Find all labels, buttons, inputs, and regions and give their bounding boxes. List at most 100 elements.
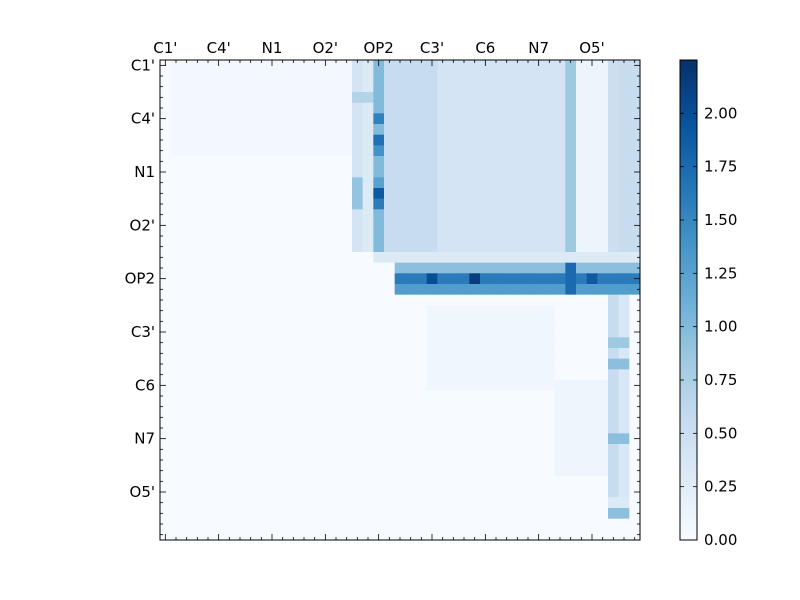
heatmap-cell — [245, 81, 257, 93]
heatmap-cell — [576, 156, 587, 167]
heatmap-cell — [597, 380, 609, 391]
heatmap-cell — [309, 273, 321, 285]
heatmap-cell — [373, 188, 385, 199]
heatmap-cell — [554, 326, 566, 338]
heatmap-cell — [213, 113, 225, 125]
heatmap-cell — [266, 262, 278, 274]
heatmap-cell — [309, 102, 321, 114]
heatmap-cell — [234, 92, 246, 103]
heatmap-cell — [597, 326, 609, 338]
heatmap-cell — [309, 476, 321, 487]
heatmap-cell — [458, 369, 470, 381]
heatmap-cell — [426, 262, 438, 274]
heatmap-cell — [522, 113, 534, 125]
heatmap-cell — [320, 337, 331, 349]
heatmap-cell — [170, 476, 182, 487]
heatmap-cell — [565, 220, 577, 231]
heatmap-cell — [469, 60, 481, 71]
heatmap-cell — [320, 220, 331, 231]
heatmap-cell — [480, 358, 491, 370]
heatmap-cell — [288, 476, 299, 487]
heatmap-cell — [426, 134, 438, 146]
heatmap-cell — [586, 476, 598, 487]
heatmap-cell — [181, 113, 193, 125]
heatmap-cell — [490, 209, 502, 221]
heatmap-cell — [522, 177, 534, 189]
heatmap-cell — [288, 134, 299, 146]
heatmap-cell — [448, 422, 459, 434]
heatmap-cell — [373, 476, 385, 487]
heatmap-cell — [490, 529, 502, 541]
heatmap-cell — [245, 518, 257, 530]
heatmap-cell — [490, 337, 502, 349]
heatmap-cell — [522, 433, 534, 445]
heatmap-cell — [256, 337, 267, 349]
heatmap-cell — [362, 390, 374, 402]
heatmap-cell — [586, 230, 598, 242]
heatmap-cell — [533, 145, 545, 157]
heatmap-cell — [362, 454, 374, 466]
heatmap-cell — [426, 156, 438, 167]
heatmap-cell — [512, 230, 523, 242]
heatmap-cell — [576, 81, 587, 93]
heatmap-cell — [426, 380, 438, 391]
heatmap-cell — [405, 401, 417, 413]
heatmap-cell — [192, 369, 203, 381]
heatmap-cell — [160, 156, 171, 167]
heatmap-cell — [373, 262, 385, 274]
heatmap-cell — [405, 390, 417, 402]
heatmap-cell — [202, 145, 214, 157]
heatmap-cell — [629, 262, 641, 274]
heatmap-cell — [480, 92, 491, 103]
heatmap-cell — [437, 454, 449, 466]
heatmap-cell — [586, 401, 598, 413]
heatmap-cell — [288, 433, 299, 445]
heatmap-cell — [586, 518, 598, 530]
heatmap-cell — [512, 518, 523, 530]
heatmap-cell — [224, 92, 235, 103]
heatmap-cell — [234, 60, 246, 71]
heatmap-cell — [501, 422, 513, 434]
heatmap-cell — [480, 220, 491, 231]
heatmap-cell — [373, 454, 385, 466]
heatmap-cell — [288, 518, 299, 530]
heatmap-cell — [501, 529, 513, 541]
heatmap-cell — [330, 156, 342, 167]
heatmap-cell — [170, 198, 182, 210]
heatmap-cell — [458, 294, 470, 306]
heatmap-cell — [234, 369, 246, 381]
heatmap-cell — [480, 518, 491, 530]
heatmap-cell — [554, 529, 566, 541]
heatmap-cell — [373, 358, 385, 370]
heatmap-cell — [192, 81, 203, 93]
heatmap-cell — [554, 284, 566, 295]
heatmap-cell — [309, 508, 321, 519]
heatmap-cell — [330, 166, 342, 178]
heatmap-cell — [576, 284, 587, 295]
heatmap-cell — [192, 337, 203, 349]
heatmap-cell — [448, 294, 459, 306]
heatmap-cell — [501, 380, 513, 391]
heatmap-cell — [394, 230, 406, 242]
heatmap-cell — [160, 209, 171, 221]
heatmap-cell — [320, 390, 331, 402]
heatmap-cell — [501, 134, 513, 146]
heatmap-cell — [544, 113, 555, 125]
heatmap-cell — [213, 412, 225, 423]
heatmap-cell — [309, 358, 321, 370]
heatmap-cell — [522, 390, 534, 402]
heatmap-cell — [309, 326, 321, 338]
heatmap-cell — [576, 273, 587, 285]
heatmap-cell — [213, 454, 225, 466]
heatmap-cell — [288, 124, 299, 135]
heatmap-cell — [426, 188, 438, 199]
heatmap-cell — [181, 60, 193, 71]
heatmap-cell — [405, 60, 417, 71]
heatmap-cell — [586, 412, 598, 423]
heatmap-cell — [618, 369, 630, 381]
heatmap-cell — [501, 518, 513, 530]
heatmap-cell — [181, 412, 193, 423]
heatmap-cell — [522, 401, 534, 413]
heatmap-cell — [202, 92, 214, 103]
heatmap-cell — [405, 412, 417, 423]
